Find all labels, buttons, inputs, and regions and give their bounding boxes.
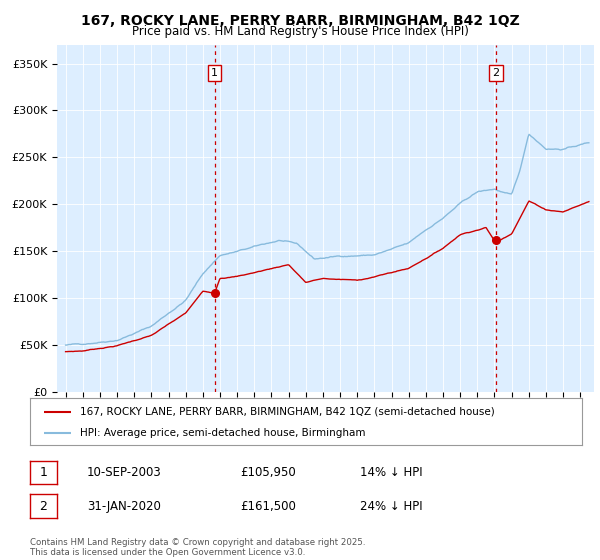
Text: HPI: Average price, semi-detached house, Birmingham: HPI: Average price, semi-detached house,… [80,428,365,438]
Text: 1: 1 [40,466,47,479]
Text: 31-JAN-2020: 31-JAN-2020 [87,500,161,513]
Text: 10-SEP-2003: 10-SEP-2003 [87,466,162,479]
Text: 2: 2 [493,68,499,78]
Text: £105,950: £105,950 [240,466,296,479]
Text: 24% ↓ HPI: 24% ↓ HPI [360,500,422,513]
Text: 167, ROCKY LANE, PERRY BARR, BIRMINGHAM, B42 1QZ (semi-detached house): 167, ROCKY LANE, PERRY BARR, BIRMINGHAM,… [80,407,494,417]
Text: 14% ↓ HPI: 14% ↓ HPI [360,466,422,479]
Text: 2: 2 [40,500,47,513]
Text: 167, ROCKY LANE, PERRY BARR, BIRMINGHAM, B42 1QZ: 167, ROCKY LANE, PERRY BARR, BIRMINGHAM,… [80,14,520,28]
Text: £161,500: £161,500 [240,500,296,513]
Text: Price paid vs. HM Land Registry's House Price Index (HPI): Price paid vs. HM Land Registry's House … [131,25,469,38]
Text: Contains HM Land Registry data © Crown copyright and database right 2025.
This d: Contains HM Land Registry data © Crown c… [30,538,365,557]
Text: 1: 1 [211,68,218,78]
